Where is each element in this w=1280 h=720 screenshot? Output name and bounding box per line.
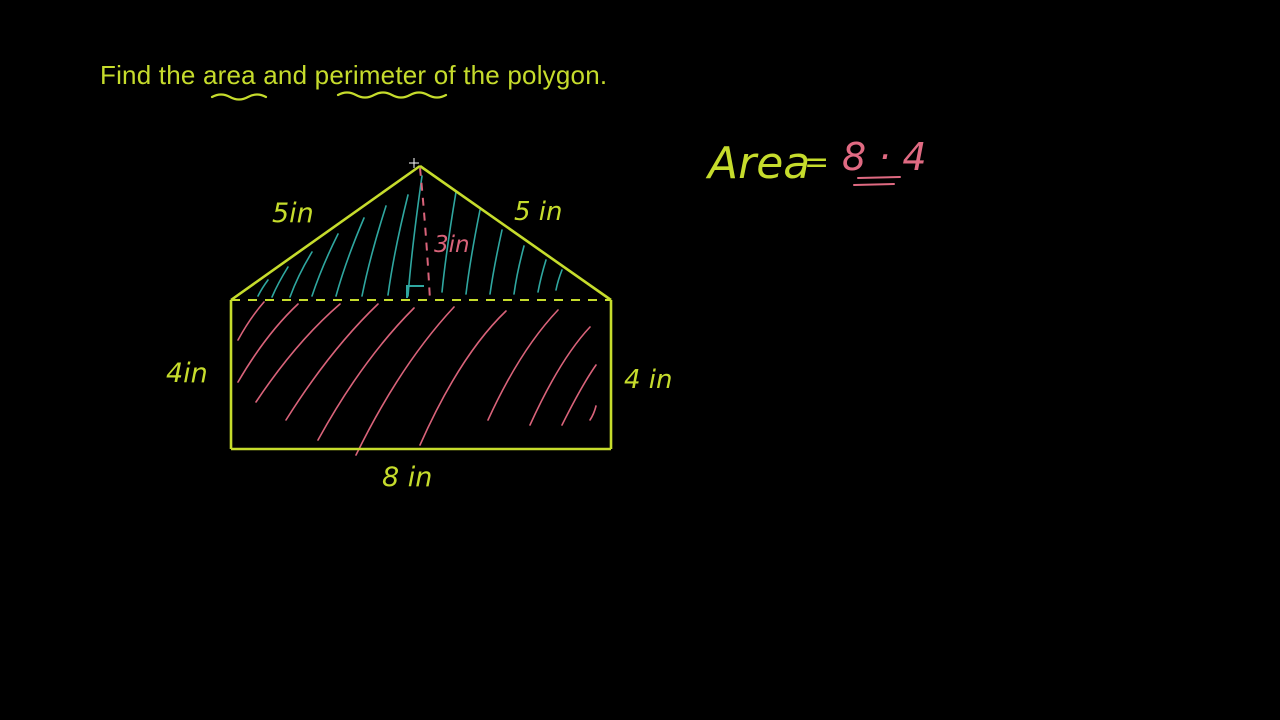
problem-middle: and [255,60,315,90]
area-label: Area [705,138,810,189]
problem-word-perimeter: perimeter [314,60,427,90]
label-height: 3in [434,232,470,258]
edge-right-slant [419,164,612,302]
expression-double-underline [853,176,901,186]
label-right-side: 4 in [624,365,673,395]
label-bottom: 8 in [382,462,432,493]
right-angle-marker [406,285,424,298]
label-left-slant: 5in [272,198,314,229]
label-left-side: 4in [166,358,208,389]
dashed-height-line [419,167,431,301]
problem-prefix: Find the [100,60,203,90]
rectangle-hatching [237,301,597,456]
label-right-slant: 5 in [514,197,563,227]
area-expression: 8 · 4 [842,135,927,179]
polygon-outline [229,164,613,451]
area-equals: = [804,145,829,180]
problem-statement: Find the area and perimeter of the polyg… [100,60,607,91]
problem-word-area: area [202,60,256,90]
edge-left-slant [230,164,421,302]
cursor-crosshair [409,158,419,168]
underline-area [210,93,268,101]
triangle-hatching [257,175,563,298]
underline-perimeter [336,91,448,99]
problem-suffix: of the polygon. [426,60,608,90]
